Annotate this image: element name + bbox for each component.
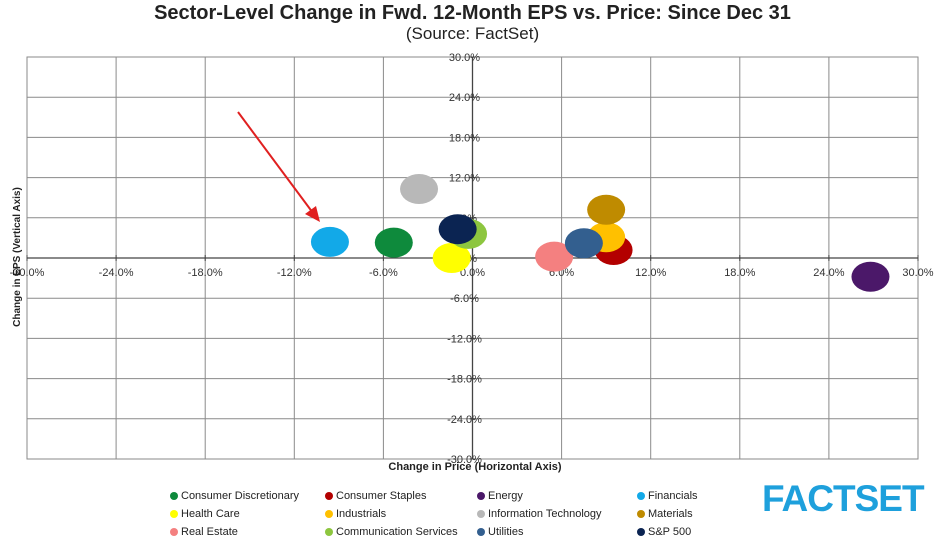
legend-item: Consumer Discretionary: [170, 488, 325, 504]
y-tick-label: 18.0%: [449, 132, 480, 144]
y-tick-label: -24.0%: [447, 414, 482, 426]
y-tick-label: -18.0%: [447, 374, 482, 386]
legend-item: Real Estate: [170, 524, 325, 540]
x-tick-label: -6.0%: [369, 267, 398, 279]
data-point: [374, 227, 413, 258]
x-tick-label: -12.0%: [277, 267, 312, 279]
y-tick-label: -6.0%: [450, 293, 479, 305]
legend-label: Real Estate: [181, 526, 238, 538]
legend-swatch: [637, 510, 645, 518]
legend-item: Materials: [637, 506, 747, 522]
legend-item: S&P 500: [637, 524, 747, 540]
y-tick-label: -12.0%: [447, 333, 482, 345]
y-axis-label: Change in EPS (Vertical Axis): [12, 187, 23, 327]
x-tick-label: 24.0%: [813, 267, 844, 279]
data-point: [400, 173, 439, 204]
arrow-head: [305, 206, 320, 222]
legend-item: Industrials: [325, 506, 477, 522]
legend-label: Materials: [648, 508, 693, 520]
x-tick-label: 0.0%: [460, 267, 485, 279]
chart-legend: Consumer Discretionary Consumer Staples En…: [170, 488, 730, 540]
tick-labels: -30.0% -24.0% -18.0% -12.0% -6.0% 0.0% 6.0% 12.…: [10, 52, 934, 466]
legend-item: Communication Services: [325, 524, 477, 540]
x-tick-label: 12.0%: [635, 267, 666, 279]
y-tick-label: 30.0%: [449, 52, 480, 64]
data-point: [587, 194, 626, 225]
annotation-arrow: [237, 111, 320, 222]
data-point: [564, 228, 603, 259]
x-tick-label: 18.0%: [724, 267, 755, 279]
data-point: [851, 261, 890, 292]
legend-label: Energy: [488, 490, 523, 502]
legend-item: Health Care: [170, 506, 325, 522]
data-points: [310, 173, 890, 292]
legend-swatch: [325, 510, 333, 518]
data-point: [432, 243, 471, 273]
legend-label: Consumer Staples: [336, 490, 427, 502]
legend-swatch: [325, 528, 333, 536]
legend-label: Industrials: [336, 508, 387, 520]
x-tick-label: -30.0%: [10, 267, 45, 279]
legend-swatch: [325, 492, 333, 500]
y-tick-label: 12.0%: [449, 173, 480, 185]
axes: [26, 56, 919, 460]
data-point: [438, 214, 477, 245]
legend-item: Consumer Staples: [325, 488, 477, 504]
arrow-shaft: [237, 111, 314, 214]
x-tick-label: -18.0%: [188, 267, 223, 279]
x-tick-label: 30.0%: [902, 267, 933, 279]
factset-logo: FACTSET: [762, 478, 925, 519]
legend-item: Information Technology: [477, 506, 637, 522]
legend-label: Financials: [648, 490, 698, 502]
x-tick-label: -24.0%: [99, 267, 134, 279]
x-axis-label: Change in Price (Horizontal Axis): [388, 461, 562, 473]
chart-title: Sector-Level Change in Fwd. 12-Month EPS…: [154, 2, 791, 24]
legend-swatch: [477, 528, 485, 536]
legend-item: Utilities: [477, 524, 637, 540]
legend-swatch: [170, 492, 178, 500]
data-point: [535, 241, 574, 272]
legend-label: Communication Services: [336, 526, 458, 538]
chart-subtitle: (Source: FactSet): [405, 24, 540, 43]
legend-swatch: [170, 510, 178, 518]
y-tick-label: 24.0%: [449, 92, 480, 104]
legend-label: Information Technology: [488, 508, 602, 520]
legend-item: Financials: [637, 488, 747, 504]
legend-label: Consumer Discretionary: [181, 490, 299, 502]
legend-label: Utilities: [488, 526, 524, 538]
legend-swatch: [637, 528, 645, 536]
legend-swatch: [477, 492, 485, 500]
legend-swatch: [637, 492, 645, 500]
y-tick-label: -30.0%: [447, 454, 482, 466]
legend-swatch: [170, 528, 178, 536]
legend-label: S&P 500: [648, 526, 692, 538]
legend-swatch: [477, 510, 485, 518]
legend-label: Health Care: [181, 508, 240, 520]
data-point: [310, 226, 349, 257]
legend-item: Energy: [477, 488, 637, 504]
